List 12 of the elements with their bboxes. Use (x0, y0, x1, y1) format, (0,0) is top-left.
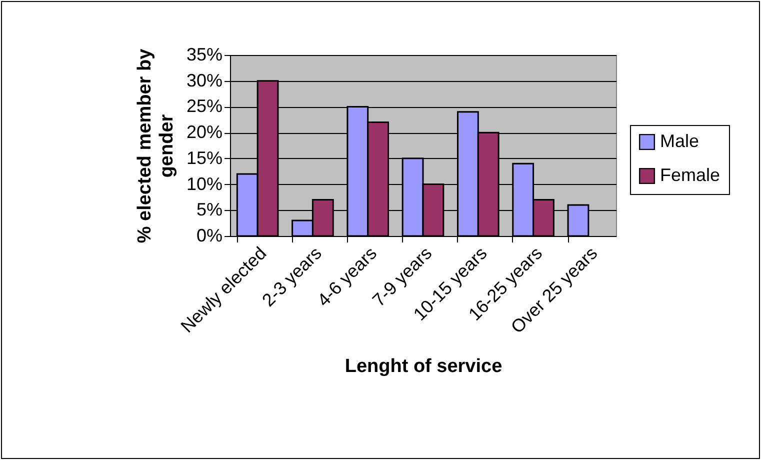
y-tick-label: 0% (196, 226, 222, 246)
y-tick-label: 30% (186, 70, 222, 90)
legend-label: Female (660, 165, 720, 185)
y-tick-label: 5% (196, 200, 222, 220)
y-tick-label: 25% (186, 96, 222, 116)
y-tick-label: 15% (186, 148, 222, 168)
y-tick-label: 10% (186, 174, 222, 194)
legend-label: Male (660, 131, 700, 151)
y-tick-label: 20% (186, 122, 222, 142)
x-axis-title: Lenght of service (344, 356, 502, 378)
y-tick-label: 35% (186, 44, 222, 64)
y-axis-title: % elected member by gender (134, 48, 178, 244)
